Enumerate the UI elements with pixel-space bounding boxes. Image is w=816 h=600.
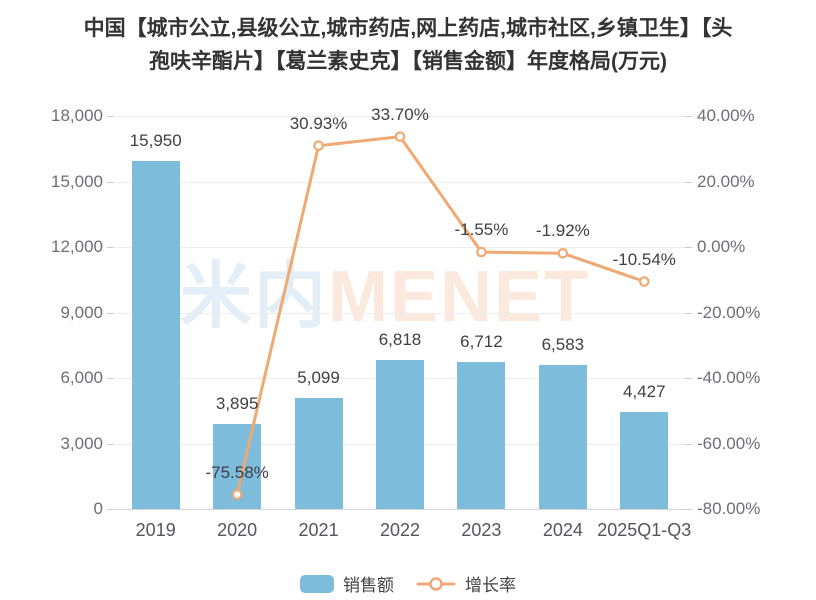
- x-axis-label: 2024: [542, 520, 583, 540]
- right-axis-tick: [685, 509, 692, 510]
- gridline: [115, 181, 685, 183]
- growth-line-marker-icon: [416, 576, 456, 591]
- gridline: [115, 312, 685, 314]
- left-axis-tick-label: 12,000: [51, 237, 103, 256]
- sales-bar: [376, 360, 424, 509]
- bar-value-label: 6,712: [460, 332, 503, 352]
- left-axis-tick-label: 3,000: [60, 433, 103, 453]
- growth-line-path: [235, 135, 646, 497]
- growth-point-marker: [476, 246, 487, 258]
- sales-bar: [620, 412, 669, 509]
- bar-value-label: 6,583: [541, 335, 585, 355]
- growth-point-marker: [231, 489, 243, 500]
- watermark-latin-text: MENET: [328, 257, 591, 337]
- left-axis-tick: [107, 378, 114, 379]
- x-axis-line: [115, 509, 685, 510]
- sales-bar: [457, 362, 506, 509]
- sales-legend-label: 销售额: [343, 576, 394, 595]
- growth-value-label: 33.70%: [371, 104, 429, 124]
- growth-point-marker: [638, 276, 650, 287]
- right-axis-tick: [685, 443, 692, 445]
- chart-title: 中国【城市公立,县级公立,城市药店,网上药店,城市社区,乡镇卫生】【头 孢呋辛酯…: [0, 12, 816, 78]
- bar-value-label: 15,950: [129, 130, 182, 150]
- right-axis-tick-label: -80.00%: [697, 499, 761, 518]
- chart-title-line2: 孢呋辛酯片】【葛兰素史克】【销售金额】年度格局(万元): [149, 50, 667, 73]
- growth-point-marker: [557, 247, 569, 259]
- bar-value-label: 6,818: [378, 330, 422, 350]
- gridline: [115, 116, 685, 117]
- left-axis-tick-label: 0: [93, 499, 103, 518]
- right-axis-tick-label: -20.00%: [697, 302, 761, 322]
- growth-point-marker: [313, 140, 324, 152]
- sales-bar: [294, 397, 343, 509]
- right-axis-tick: [685, 378, 692, 379]
- growth-point-marker: [394, 131, 406, 142]
- left-axis-tick-label: 15,000: [51, 171, 103, 191]
- bar-value-label: 4,427: [623, 382, 666, 402]
- legend-item-growth[interactable]: 增长率: [416, 571, 516, 596]
- right-axis-tick: [685, 247, 692, 248]
- left-axis-tick: [107, 443, 114, 445]
- left-axis-tick: [107, 181, 114, 183]
- watermark: 米内MENET: [180, 256, 590, 338]
- growth-value-label: -1.55%: [454, 220, 509, 240]
- sales-bar: [131, 160, 180, 509]
- x-axis-label: 2025Q1-Q3: [597, 520, 692, 540]
- chart-title-line1: 中国【城市公立,县级公立,城市药店,网上药店,城市社区,乡镇卫生】【头: [83, 17, 733, 40]
- x-axis-label: 2023: [461, 520, 502, 540]
- right-axis-tick: [685, 181, 692, 183]
- legend: 销售额 增长率: [0, 571, 816, 596]
- x-axis-label: 2019: [135, 520, 176, 540]
- bar-value-label: 5,099: [297, 367, 340, 387]
- right-axis-tick-label: -40.00%: [697, 368, 761, 387]
- watermark-cjk-text: 米内: [180, 257, 329, 337]
- legend-ring-marker: [429, 576, 443, 591]
- growth-legend-label: 增长率: [465, 576, 516, 595]
- left-axis-tick: [107, 312, 114, 314]
- left-axis-tick: [107, 509, 114, 510]
- x-axis-label: 2022: [379, 520, 421, 540]
- right-axis-tick: [685, 116, 692, 117]
- right-axis-tick-label: 20.00%: [697, 171, 755, 191]
- growth-value-label: -10.54%: [612, 249, 676, 269]
- right-axis-tick-label: 0.00%: [697, 237, 746, 256]
- left-axis-tick-label: 6,000: [60, 368, 103, 387]
- sales-swatch-icon: [300, 574, 334, 593]
- growth-value-label: 30.93%: [289, 113, 348, 133]
- left-axis-tick: [107, 116, 114, 117]
- x-axis-label: 2021: [298, 520, 339, 540]
- right-axis-tick-label: -60.00%: [697, 433, 761, 453]
- legend-item-sales[interactable]: 销售额: [300, 571, 394, 596]
- gridline: [115, 247, 685, 248]
- growth-value-label: -75.58%: [205, 462, 269, 482]
- left-axis-tick: [107, 247, 114, 248]
- sales-bar: [538, 365, 587, 509]
- left-axis-tick-label: 18,000: [51, 106, 103, 125]
- growth-value-label: -1.92%: [535, 221, 590, 241]
- right-axis-tick: [685, 312, 692, 314]
- right-axis-tick-label: 40.00%: [697, 106, 755, 125]
- bar-value-label: 3,895: [215, 393, 259, 413]
- x-axis-label: 2020: [217, 520, 258, 540]
- left-axis-tick-label: 9,000: [60, 302, 103, 322]
